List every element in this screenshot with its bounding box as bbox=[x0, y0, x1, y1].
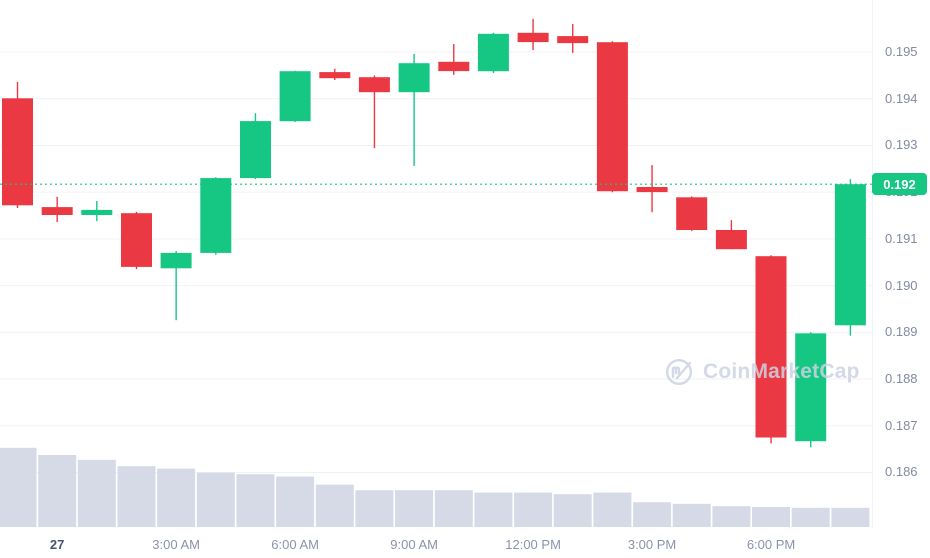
volume-bar bbox=[633, 502, 672, 527]
candle[interactable] bbox=[121, 211, 152, 270]
x-axis-label: 12:00 PM bbox=[505, 537, 561, 552]
volume-bar bbox=[474, 492, 513, 527]
candle-body bbox=[715, 230, 747, 250]
candle[interactable] bbox=[41, 196, 73, 223]
volume-bar bbox=[0, 447, 37, 527]
volume-bar bbox=[791, 507, 830, 527]
candle[interactable] bbox=[517, 18, 549, 51]
y-axis-label: 0.186 bbox=[885, 464, 918, 480]
volume-bar bbox=[315, 484, 354, 527]
candle-body bbox=[795, 333, 827, 442]
volume-bar bbox=[355, 490, 394, 527]
candle[interactable] bbox=[358, 75, 390, 149]
x-axis-label: 3:00 PM bbox=[627, 537, 677, 552]
candle[interactable] bbox=[477, 32, 509, 73]
candle[interactable] bbox=[834, 179, 866, 336]
candle[interactable] bbox=[557, 24, 589, 53]
y-axis-label: 0.191 bbox=[885, 230, 918, 246]
volume-bar bbox=[157, 468, 196, 527]
volume-bar bbox=[77, 459, 116, 527]
volume-bar bbox=[831, 507, 870, 527]
x-axis-label: 6:00 AM bbox=[271, 537, 319, 552]
volume-bar bbox=[196, 472, 235, 527]
candle-body bbox=[160, 252, 192, 269]
y-axis-label: 0.189 bbox=[885, 324, 918, 340]
candle[interactable] bbox=[636, 165, 668, 213]
candle-body bbox=[477, 33, 509, 72]
candle[interactable] bbox=[438, 44, 470, 75]
volume-bars bbox=[0, 447, 870, 527]
x-axis-label: 3:00 AM bbox=[152, 537, 200, 552]
candle[interactable] bbox=[240, 113, 271, 180]
candle-body bbox=[240, 121, 271, 179]
volume-bar bbox=[712, 506, 751, 527]
candle-body bbox=[358, 77, 390, 93]
candle-body bbox=[676, 197, 708, 230]
candle-body bbox=[755, 256, 787, 438]
x-axis-label: 6:00 PM bbox=[746, 537, 796, 552]
candle-body bbox=[398, 63, 430, 93]
candle[interactable] bbox=[596, 41, 628, 193]
y-axis-label: 0.187 bbox=[885, 417, 918, 433]
volume-bar bbox=[752, 507, 790, 527]
candle-body bbox=[438, 61, 470, 72]
price-axis[interactable]: 0.195 0.194 0.193 0.192 0.191 0.190 0.189 0.188… bbox=[872, 0, 930, 528]
candle-body bbox=[81, 209, 113, 215]
volume-bar bbox=[276, 476, 315, 527]
candle-body bbox=[279, 71, 311, 122]
candle-body bbox=[596, 42, 628, 192]
y-axis-label: 0.193 bbox=[885, 137, 918, 153]
candle[interactable] bbox=[200, 177, 232, 255]
y-axis-label: 0.195 bbox=[885, 44, 918, 59]
candle[interactable] bbox=[795, 332, 827, 448]
candle[interactable] bbox=[279, 70, 311, 123]
candle[interactable] bbox=[160, 251, 192, 321]
y-axis-label: 0.194 bbox=[885, 90, 918, 106]
volume-bar bbox=[672, 503, 711, 527]
y-axis-label: 0.188 bbox=[885, 371, 918, 387]
volume-bar bbox=[38, 455, 77, 527]
volume-bar bbox=[236, 474, 275, 527]
candle-body bbox=[557, 36, 589, 44]
candle-body bbox=[517, 32, 549, 43]
x-axis-label: 9:00 AM bbox=[390, 537, 438, 552]
volume-bar bbox=[593, 492, 632, 527]
volume-bar bbox=[395, 490, 434, 527]
candle-body bbox=[121, 213, 152, 267]
candle[interactable] bbox=[398, 53, 430, 166]
gridlines bbox=[0, 51, 872, 473]
volume-bar bbox=[117, 466, 156, 527]
y-axis-label: 0.190 bbox=[885, 277, 918, 293]
candle-body bbox=[2, 98, 33, 206]
candle[interactable] bbox=[676, 196, 708, 231]
x-axis-label: 27 bbox=[49, 537, 65, 552]
candle-body bbox=[41, 207, 73, 215]
candle-body bbox=[834, 184, 866, 326]
candle[interactable] bbox=[319, 68, 351, 80]
candles bbox=[2, 18, 866, 448]
candle-body bbox=[200, 178, 232, 253]
candle[interactable] bbox=[2, 81, 33, 208]
candle-body bbox=[319, 72, 351, 79]
volume-bar bbox=[434, 490, 473, 527]
candle[interactable] bbox=[81, 201, 113, 222]
candle-body bbox=[636, 187, 668, 193]
current-price-label: 0.192 bbox=[883, 176, 916, 192]
volume-bar bbox=[514, 492, 553, 527]
current-price-badge: 0.192 bbox=[872, 173, 927, 195]
candle[interactable] bbox=[755, 255, 787, 444]
volume-bar bbox=[553, 494, 592, 527]
candle[interactable] bbox=[715, 220, 747, 250]
time-axis[interactable]: 27 3:00 AM 6:00 AM 9:00 AM 12:00 PM 3:00 PM 6:… bbox=[0, 528, 930, 558]
